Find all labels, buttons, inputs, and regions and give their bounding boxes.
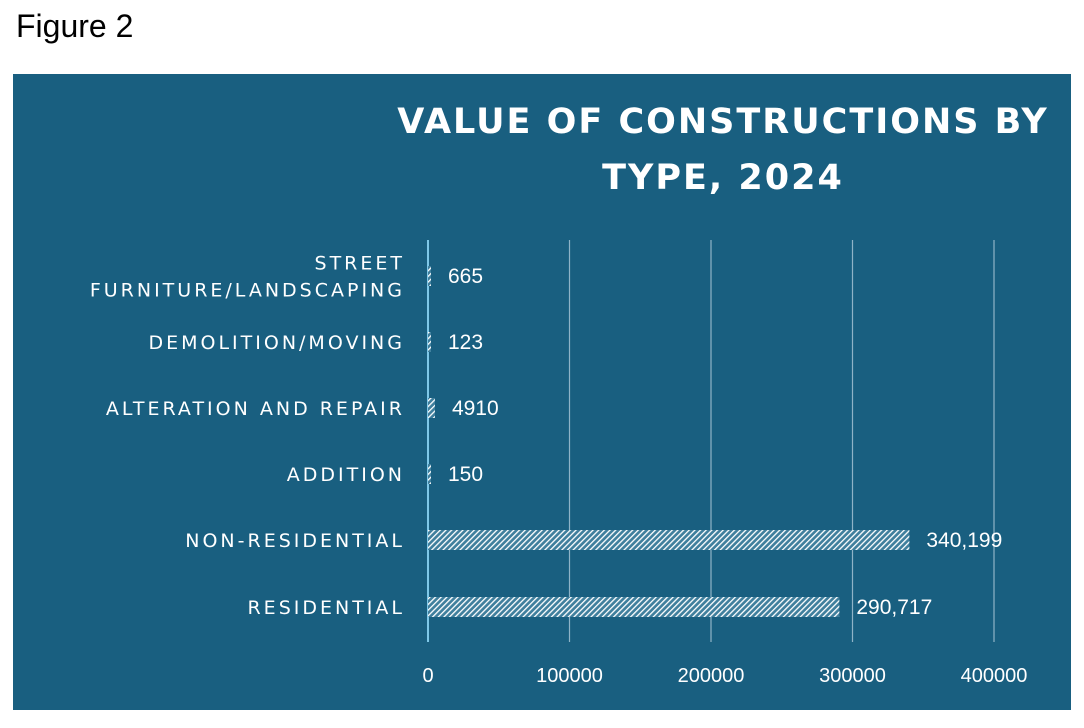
data-label: 150 [448,463,483,486]
data-label: 123 [448,331,483,354]
data-label: 340,199 [926,529,1002,552]
category-label: RESIDENTIAL [247,597,405,619]
x-tick-label: 200000 [678,665,745,687]
category-label: STREET [315,253,405,275]
data-label: 4910 [452,397,499,420]
category-label: FURNITURE/LANDSCAPING [90,280,405,302]
bar [428,332,431,352]
bar [428,266,431,286]
chart-title-line-2: TYPE, 2024 [602,158,844,198]
bar-chart: 0 100000 200000 300000 400000 665 STREET FURNIT… [90,240,1028,687]
x-tick-label: 300000 [819,665,886,687]
category-label: DEMOLITION/MOVING [148,332,405,354]
chart-title-line-1: VALUE OF CONSTRUCTIONS BY [397,102,1049,142]
x-tick-label: 100000 [536,665,603,687]
figure-label: Figure 2 [16,8,134,44]
bar [428,464,431,484]
data-label: 665 [448,265,483,288]
data-label: 290,717 [856,596,932,619]
category-label: NON-RESIDENTIAL [185,530,405,552]
bar [428,597,840,617]
category-label: ADDITION [287,464,405,486]
chart-panel: VALUE OF CONSTRUCTIONS BY TYPE, 2024 0 10… [13,74,1071,710]
x-tick-label: 0 [422,665,433,687]
category-label: ALTERATION AND REPAIR [106,398,405,420]
x-tick-label: 400000 [961,665,1028,687]
bar [428,398,435,418]
bar [428,530,910,550]
